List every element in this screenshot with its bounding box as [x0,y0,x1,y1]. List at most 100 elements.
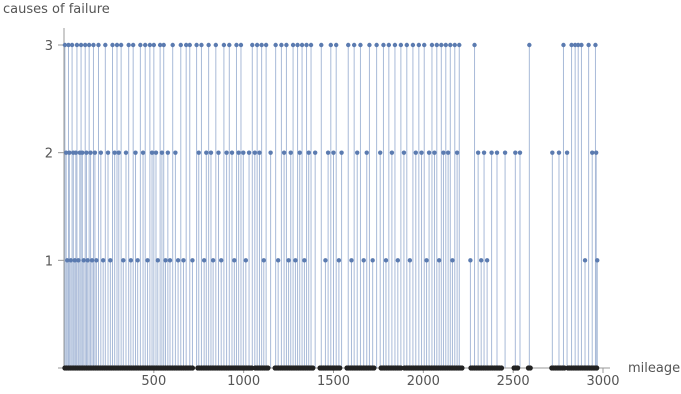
data-point-118 [333,42,339,48]
y-axis [58,28,65,369]
data-point-32 [112,150,117,155]
zero-point-160 [371,365,377,371]
data-point-134 [386,42,392,48]
data-point-129 [370,258,375,263]
data-point-67 [196,150,201,155]
data-point-62 [181,258,186,263]
data-point-37 [123,150,129,155]
data-point-59 [173,150,178,155]
data-point-31 [110,42,115,48]
data-point-41 [133,150,138,155]
data-point-101 [286,258,291,263]
y-tick-label-1: 2 [45,147,53,162]
data-point-5 [68,258,74,263]
y-tick-label-0: 3 [45,39,53,54]
data-point-48 [149,150,155,155]
data-point-141 [407,258,413,263]
zero-point-236 [561,365,567,371]
data-point-71 [206,42,211,48]
data-point-73 [210,258,216,263]
data-point-147 [424,258,429,263]
data-point-78 [224,150,229,155]
data-point-104 [293,258,298,263]
data-point-46 [145,258,150,263]
data-point-39 [128,258,134,263]
data-point-14 [80,150,85,155]
x-axis-title: mileage [628,361,680,376]
zero-point-132 [310,365,316,371]
data-point-144 [416,42,422,48]
data-point-38 [126,42,131,48]
data-point-9 [73,150,79,155]
data-point-90 [254,42,260,48]
data-point-63 [183,42,189,48]
data-point-149 [429,42,435,48]
data-point-96 [273,42,278,48]
data-point-145 [419,150,424,155]
data-point-166 [481,150,487,155]
data-point-15 [81,258,86,263]
data-point-70 [204,150,209,155]
data-point-146 [422,42,427,48]
data-point-155 [443,42,448,48]
data-point-179 [572,42,578,48]
x-tick-label-5: 3000 [586,374,619,389]
zero-point-253 [594,365,600,371]
data-point-114 [323,258,328,263]
data-point-183 [586,42,591,48]
data-point-80 [229,150,235,155]
data-point-76 [219,258,224,263]
data-point-24 [94,258,99,263]
data-point-165 [478,258,484,263]
data-point-66 [194,42,199,48]
data-point-89 [252,150,258,155]
data-point-162 [468,258,473,263]
data-point-10 [74,42,80,48]
data-point-86 [243,258,249,263]
data-point-85 [241,150,246,155]
points-layer [62,42,600,263]
data-point-93 [261,258,266,263]
data-point-121 [346,42,351,48]
data-point-29 [105,150,111,155]
data-point-142 [410,42,416,48]
data-point-158 [450,258,455,263]
data-point-23 [92,150,98,155]
zero-point-172 [398,365,404,371]
data-point-171 [513,150,518,155]
data-point-100 [284,42,289,48]
data-point-74 [213,42,219,48]
data-point-111 [308,42,314,48]
data-point-58 [170,42,175,48]
data-point-148 [426,150,432,155]
data-point-122 [349,258,354,263]
data-point-2 [65,258,70,263]
data-point-25 [96,42,101,48]
data-point-84 [238,42,244,48]
data-point-19 [86,42,92,48]
data-point-115 [325,150,331,155]
data-point-55 [163,258,168,263]
data-point-113 [319,42,324,48]
zero-point-71 [189,365,196,371]
data-point-119 [336,258,342,263]
data-point-117 [331,150,336,155]
data-point-116 [328,42,334,48]
data-point-72 [208,150,214,155]
data-point-180 [576,42,581,48]
data-point-182 [582,258,588,263]
data-point-174 [550,150,555,155]
data-point-178 [569,42,574,48]
data-point-75 [216,150,221,155]
data-point-143 [413,150,418,155]
data-point-49 [151,42,157,48]
data-point-6 [69,42,75,48]
data-point-42 [135,258,140,263]
data-point-18 [85,258,90,263]
x-tick-label-1: 1000 [227,374,260,389]
data-point-137 [395,258,401,263]
zero-point-223 [498,365,505,371]
data-point-126 [361,258,366,263]
data-point-123 [351,42,357,48]
